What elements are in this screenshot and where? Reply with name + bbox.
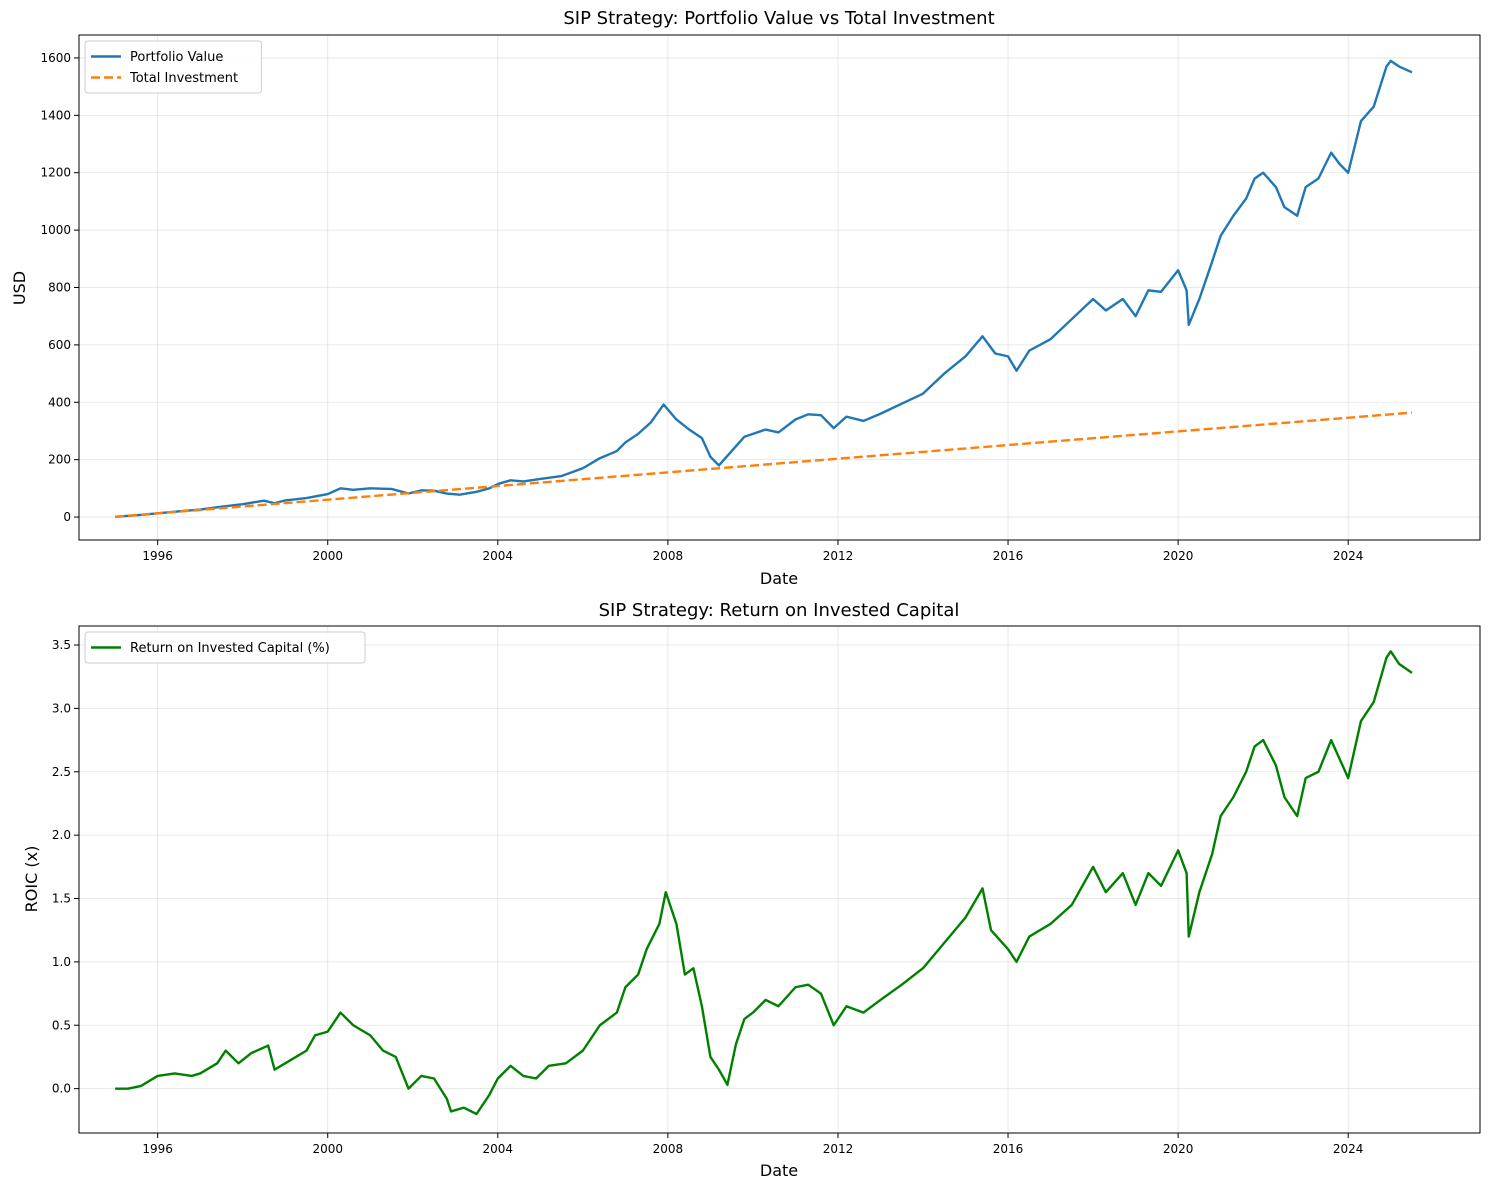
y-tick-label: 400 — [48, 395, 71, 409]
grid — [79, 626, 1480, 1133]
legend-label: Portfolio Value — [130, 50, 223, 65]
x-tick-label: 2012 — [823, 1142, 854, 1156]
y-tick-label: 0 — [63, 510, 71, 524]
x-tick-label: 2004 — [483, 549, 514, 563]
y-tick-label: 0.5 — [52, 1018, 71, 1032]
chart-bottom: SIP Strategy: Return on Invested Capital… — [22, 600, 1481, 1180]
y-tick-label: 1200 — [40, 166, 71, 180]
y-tick-label: 600 — [48, 338, 71, 352]
y-axis-label: USD — [10, 271, 29, 305]
chart-title: SIP Strategy: Return on Invested Capital — [599, 600, 960, 621]
y-tick-label: 1.0 — [52, 955, 71, 969]
y-tick-label: 800 — [48, 281, 71, 295]
x-tick-label: 2008 — [653, 1142, 684, 1156]
y-tick-label: 0.0 — [52, 1082, 71, 1096]
x-tick-label: 2016 — [993, 549, 1024, 563]
x-tick-label: 2000 — [312, 1142, 343, 1156]
plot-frame — [78, 625, 1481, 1134]
series-line-total-investment — [115, 411, 1413, 518]
y-tick-label: 2.5 — [52, 765, 71, 779]
chart-title: SIP Strategy: Portfolio Value vs Total I… — [563, 8, 994, 29]
series-line-portfolio-value — [115, 59, 1413, 518]
y-tick-label: 1000 — [40, 223, 71, 237]
series-group — [115, 650, 1413, 1116]
x-tick-label: 2000 — [312, 549, 343, 563]
x-tick-label: 2004 — [483, 1142, 514, 1156]
x-axis-label: Date — [760, 569, 798, 588]
legend: Return on Invested Capital (%) — [84, 631, 366, 664]
x-axis-label: Date — [760, 1161, 798, 1180]
y-tick-label: 200 — [48, 453, 71, 467]
y-tick-label: 3.5 — [52, 638, 71, 652]
grid — [79, 35, 1480, 540]
legend: Portfolio Value Total Investment — [84, 40, 262, 94]
x-tick-label: 2016 — [993, 1142, 1024, 1156]
x-tick-label: 1996 — [142, 1142, 173, 1156]
y-tick-label: 1400 — [40, 108, 71, 122]
x-tick-label: 2020 — [1163, 1142, 1194, 1156]
y-axis-label: ROIC (x) — [22, 846, 41, 913]
chart-top: SIP Strategy: Portfolio Value vs Total I… — [10, 8, 1481, 588]
x-tick-label: 2020 — [1163, 549, 1194, 563]
x-tick-label: 2024 — [1333, 1142, 1364, 1156]
x-tick-label: 1996 — [142, 549, 173, 563]
y-tick-label: 3.0 — [52, 701, 71, 715]
legend-label: Total Investment — [129, 71, 238, 86]
legend-label: Return on Invested Capital (%) — [130, 641, 330, 656]
y-tick-label: 1600 — [40, 51, 71, 65]
x-tick-label: 2012 — [823, 549, 854, 563]
y-tick-label: 2.0 — [52, 828, 71, 842]
legend-box — [84, 631, 366, 664]
x-tick-label: 2008 — [653, 549, 684, 563]
y-tick-label: 1.5 — [52, 892, 71, 906]
series-line-return-on-invested-capital — [115, 650, 1413, 1116]
legend-box — [84, 40, 262, 94]
x-tick-label: 2024 — [1333, 549, 1364, 563]
series-group — [115, 59, 1413, 518]
